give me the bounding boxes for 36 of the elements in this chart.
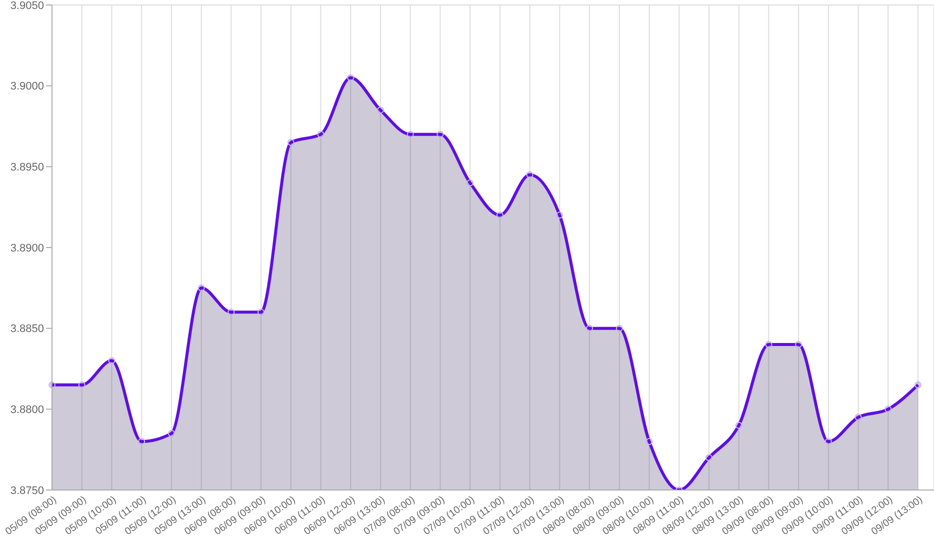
point bbox=[258, 308, 265, 316]
point bbox=[466, 179, 474, 186]
point bbox=[824, 438, 832, 445]
point bbox=[884, 406, 892, 413]
point bbox=[198, 284, 205, 292]
y-tick-label: 3.9050 bbox=[10, 0, 44, 12]
point bbox=[556, 212, 564, 219]
point bbox=[138, 438, 146, 445]
point bbox=[376, 106, 384, 114]
point bbox=[586, 324, 594, 332]
y-tick-label: 3.8900 bbox=[10, 242, 44, 254]
point bbox=[735, 422, 742, 429]
point bbox=[48, 381, 56, 388]
point bbox=[854, 414, 862, 421]
point bbox=[78, 381, 86, 388]
point bbox=[436, 130, 444, 138]
y-tick-label: 3.8800 bbox=[10, 404, 44, 416]
point bbox=[228, 308, 235, 316]
point bbox=[765, 341, 772, 348]
y-tick-label: 3.8750 bbox=[10, 484, 44, 497]
point bbox=[168, 430, 175, 437]
y-tick-label: 3.9000 bbox=[10, 80, 44, 93]
point bbox=[287, 138, 294, 146]
point bbox=[914, 381, 922, 388]
point bbox=[616, 324, 623, 332]
point bbox=[347, 74, 354, 82]
point bbox=[795, 341, 802, 348]
point bbox=[646, 438, 653, 445]
point bbox=[705, 454, 712, 462]
point bbox=[496, 212, 504, 219]
point bbox=[526, 171, 534, 178]
point bbox=[317, 130, 324, 138]
y-tick-label: 3.8950 bbox=[10, 162, 44, 174]
y-tick-label: 3.8850 bbox=[10, 323, 44, 336]
point bbox=[108, 357, 116, 364]
point bbox=[406, 130, 414, 138]
